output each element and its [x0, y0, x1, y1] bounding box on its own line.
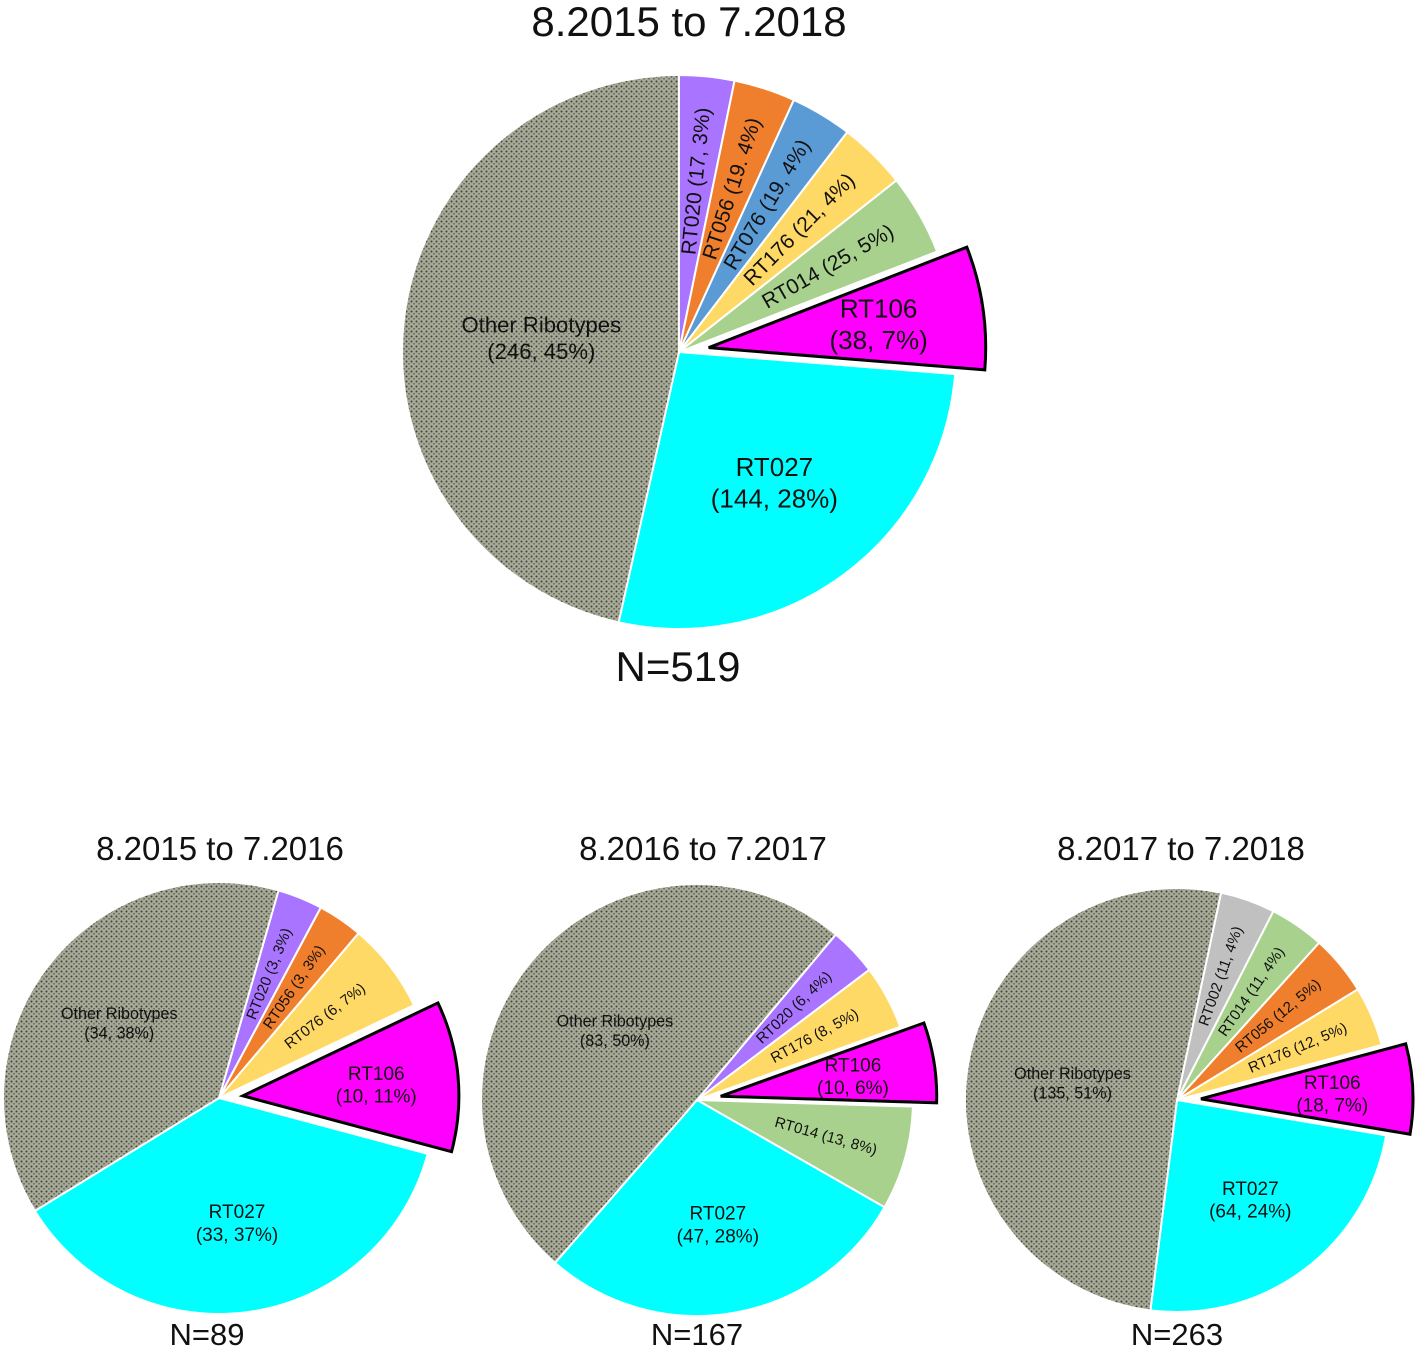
slice-label-rt027: RT027 (64, 24%)	[1209, 1179, 1291, 1223]
pie-slices: RT020 (3, 3%)RT056 (3, 3%)RT076 (6, 7%)R…	[2, 880, 461, 1315]
slice-label-rt027: RT027 (144, 28%)	[711, 452, 838, 513]
slice-label-rt027: RT027 (33, 37%)	[196, 1202, 278, 1246]
pie-slice-rt027	[1149, 1098, 1388, 1313]
pie-slice-rt106	[708, 245, 988, 372]
slice-label-other-ribotypes: Other Ribotypes (135, 51%)	[1014, 1065, 1131, 1102]
pie-panel-2015-2016: 8.2015 to 7.2016 RT020 (3, 3%)RT056 (3, …	[2, 830, 461, 1352]
pie-title: 8.2015 to 7.2018	[531, 0, 846, 45]
pie-slice-other-ribotypes	[480, 883, 838, 1265]
slice-label-other-ribotypes: Other Ribotypes (246, 45%)	[462, 312, 622, 364]
slice-label-rt106: RT106 (10, 6%)	[817, 1055, 889, 1099]
pie-slice-rt176	[696, 968, 902, 1101]
pie-slice-rt027	[553, 1098, 886, 1317]
slice-label-rt027: RT027 (47, 28%)	[677, 1204, 759, 1248]
slice-label-other-ribotypes: Other Ribotypes (83, 50%)	[557, 1013, 674, 1050]
pie-slices: RT020 (17, 3%)RT056 (19. 4%)RT076 (19, 4…	[401, 73, 988, 630]
sample-size-label: N=519	[616, 643, 741, 690]
pie-slices: RT002 (11, 4%)RT014 (11, 4%)RT056 (12, 5…	[964, 887, 1415, 1313]
pie-slice-rt027	[33, 1096, 429, 1315]
pie-title: 8.2015 to 7.2016	[96, 830, 344, 867]
pie-title: 8.2016 to 7.2017	[579, 830, 827, 867]
pie-panel-2016-2017: 8.2016 to 7.2017 RT020 (6, 4%)RT176 (8, …	[480, 830, 939, 1352]
pie-slice-other-ribotypes	[401, 73, 680, 624]
pie-slice-rt106	[238, 1000, 461, 1154]
sample-size-label: N=167	[651, 1317, 743, 1352]
slice-label-rt106: RT106 (10, 11%)	[336, 1064, 417, 1108]
slice-label-rt106: RT106 (38, 7%)	[829, 294, 927, 355]
pie-slice-rt106	[1200, 1042, 1415, 1136]
pie-slice-other-ribotypes	[2, 880, 280, 1213]
pie-slice-rt176	[1176, 987, 1383, 1101]
pie-slice-other-ribotypes	[964, 887, 1223, 1312]
pie-slice-rt014	[696, 1099, 914, 1209]
pie-slice-rt014	[678, 178, 939, 353]
pie-slice-rt027	[617, 350, 957, 630]
slice-label-rt106: RT106 (18, 7%)	[1296, 1073, 1368, 1117]
slice-label-other-ribotypes: Other Ribotypes (34, 38%)	[61, 1005, 178, 1042]
pie-slices: RT020 (6, 4%)RT176 (8, 5%)RT106 (10, 6%)R…	[480, 883, 939, 1317]
pie-panel-2017-2018: 8.2017 to 7.2018 RT002 (11, 4%)RT014 (11…	[964, 830, 1415, 1352]
pie-panel-overall: 8.2015 to 7.2018 RT020 (17, 3%)RT056 (19…	[401, 0, 988, 690]
sample-size-label: N=89	[170, 1317, 245, 1352]
pie-slice-rt106	[720, 1021, 939, 1105]
sample-size-label: N=263	[1131, 1317, 1223, 1352]
pie-title: 8.2017 to 7.2018	[1057, 830, 1305, 867]
pie-slice-rt076	[218, 931, 416, 1099]
